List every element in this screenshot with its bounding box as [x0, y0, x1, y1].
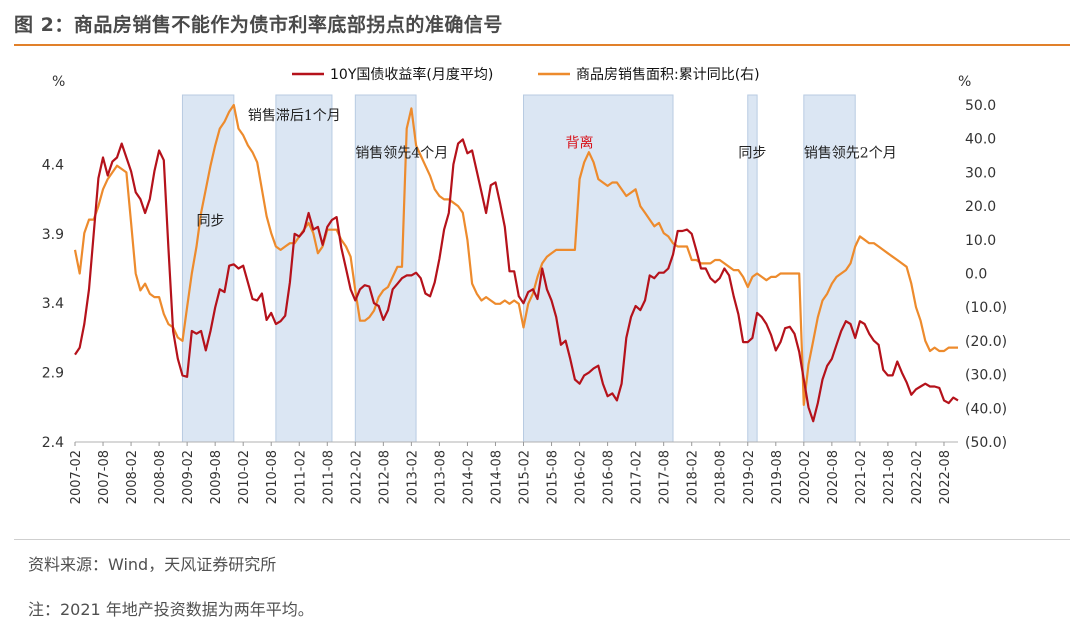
- right-tick-label: (40.0): [965, 401, 1007, 417]
- x-tick-label: 2022-08: [938, 450, 953, 504]
- shaded-period-1: [181, 94, 235, 443]
- x-tick-label: 2021-08: [882, 450, 897, 504]
- left-axis-unit: %: [52, 74, 65, 90]
- x-tick-label: 2009-02: [181, 450, 196, 504]
- x-tick-label: 2016-02: [574, 450, 589, 504]
- left-tick-label: 2.4: [42, 435, 64, 451]
- source-note: 资料来源：Wind，天风证券研究所: [28, 555, 277, 574]
- chart-area: % 2.4 2.9 3.4 3.9 4.4% 50.0 40.0 30.0 20.0 10.0 0.0…: [0, 48, 1080, 538]
- shaded-periods: [181, 94, 856, 443]
- x-tick-label: 2012-02: [349, 450, 364, 504]
- legend-label-sales: 商品房销售面积:累计同比(右): [576, 67, 760, 83]
- footnote: 注：2021 年地产投资数据为两年平均。: [28, 600, 314, 619]
- right-tick-label: (20.0): [965, 334, 1007, 350]
- x-tick-label: 2020-08: [826, 450, 841, 504]
- x-tick-label: 2019-08: [770, 450, 785, 504]
- x-tick-label: 2020-02: [798, 450, 813, 504]
- x-tick-label: 2014-02: [461, 450, 476, 504]
- yield-line: [74, 138, 959, 423]
- chart-svg: % 2.4 2.9 3.4 3.9 4.4% 50.0 40.0 30.0 20.0 10.0 0.0…: [42, 66, 1007, 504]
- annotation-label: 背离: [566, 135, 594, 152]
- x-tick-label: 2011-02: [293, 450, 308, 504]
- x-tick-label: 2014-08: [489, 450, 504, 504]
- x-tick-label: 2018-08: [714, 450, 729, 504]
- sales-line: [73, 103, 958, 406]
- right-tick-label: 10.0: [965, 233, 996, 249]
- x-tick-label: 2012-08: [377, 450, 392, 504]
- right-tick-label: 0.0: [965, 267, 987, 283]
- x-tick-label: 2017-02: [630, 450, 645, 504]
- x-tick-label: 2013-08: [433, 450, 448, 504]
- x-tick-label: 2008-08: [153, 450, 168, 504]
- x-tick-label: 2010-02: [237, 450, 252, 504]
- page-title: 图 2：商品房销售不能作为债市利率底部拐点的准确信号: [14, 14, 503, 36]
- footer-divider: [14, 539, 1070, 540]
- x-tick-label: 2007-02: [69, 450, 84, 504]
- x-tick-label: 2010-08: [265, 450, 280, 504]
- x-tick-label: 2007-08: [97, 450, 112, 504]
- left-tick-label: 3.9: [42, 227, 64, 243]
- shaded-period-4: [523, 94, 674, 443]
- legend: 10Y国债收益率(月度平均) 商品房销售面积:累计同比(右): [292, 66, 760, 83]
- right-tick-label: 30.0: [965, 165, 996, 181]
- x-tick-label: 2017-08: [658, 450, 673, 504]
- right-tick-label: (50.0): [965, 435, 1007, 451]
- x-tick-label: 2008-02: [125, 450, 140, 504]
- left-tick-label: 3.4: [42, 296, 64, 312]
- right-tick-label: 20.0: [965, 199, 996, 215]
- title-divider: [14, 44, 1070, 46]
- x-tick-label: 2019-02: [742, 450, 757, 504]
- annotation-label: 同步: [738, 145, 766, 161]
- annotation-label: 销售滞后1个月: [248, 108, 341, 124]
- x-tick-label: 2015-02: [518, 450, 533, 504]
- right-axis-unit: %: [958, 74, 971, 90]
- right-tick-label: (30.0): [965, 368, 1007, 384]
- axes: % 2.4 2.9 3.4 3.9 4.4% 50.0 40.0 30.0 20.0 10.0 0.0…: [42, 74, 1007, 504]
- shaded-period-2: [275, 94, 333, 443]
- x-tick-label: 2022-02: [910, 450, 925, 504]
- x-tick-label: 2021-02: [854, 450, 869, 504]
- right-tick-label: 40.0: [965, 132, 996, 148]
- annotation-label: 同步: [196, 213, 224, 229]
- x-tick-label: 2009-08: [209, 450, 224, 504]
- left-tick-label: 4.4: [42, 157, 64, 173]
- x-tick-label: 2015-08: [546, 450, 561, 504]
- x-tick-label: 2013-02: [405, 450, 420, 504]
- left-tick-label: 2.9: [42, 366, 64, 382]
- series-lines: [73, 103, 959, 423]
- annotation-label: 销售领先4个月: [355, 145, 448, 161]
- annotation-label: 销售领先2个月: [804, 145, 897, 161]
- legend-label-yield: 10Y国债收益率(月度平均): [330, 66, 493, 83]
- right-tick-label: 50.0: [965, 98, 996, 114]
- x-tick-label: 2018-02: [686, 450, 701, 504]
- x-tick-label: 2016-08: [602, 450, 617, 504]
- right-tick-label: (10.0): [965, 300, 1007, 316]
- x-tick-label: 2011-08: [321, 450, 336, 504]
